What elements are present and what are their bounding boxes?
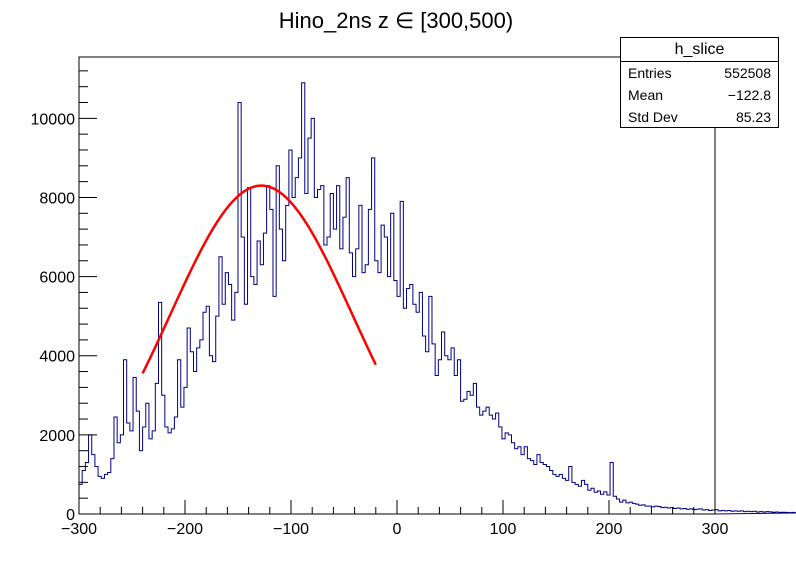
stats-row-mean: Mean −122.8 — [621, 84, 778, 106]
stats-label: Mean — [628, 87, 664, 103]
x-tick-label: 100 — [490, 521, 517, 538]
y-tick-label: 8000 — [39, 190, 75, 207]
stats-row-stddev: Std Dev 85.23 — [621, 106, 778, 128]
y-tick-label: 10000 — [31, 111, 76, 128]
stats-value: −122.8 — [727, 87, 771, 103]
y-tick-label: 2000 — [39, 428, 75, 445]
y-tick-label: 4000 — [39, 349, 75, 366]
x-tick-label: 300 — [702, 521, 729, 538]
stats-value: 552508 — [724, 65, 771, 81]
x-tick-label: −100 — [273, 521, 309, 538]
x-tick-label: −200 — [167, 521, 203, 538]
x-tick-label: 0 — [393, 521, 402, 538]
histogram-series-h_slice — [78, 82, 796, 515]
chart-title: Hino_2ns z ∈ [300,500) — [279, 8, 513, 33]
x-tick-label: 200 — [596, 521, 623, 538]
x-tick-label: −300 — [61, 521, 97, 538]
y-tick-label: 6000 — [39, 270, 75, 287]
stats-label: Std Dev — [628, 109, 678, 125]
stats-box: h_slice Entries 552508 Mean −122.8 Std D… — [620, 37, 779, 128]
stats-title: h_slice — [621, 38, 778, 62]
y-tick-label: 0 — [66, 507, 75, 524]
stats-row-entries: Entries 552508 — [621, 62, 778, 84]
stats-label: Entries — [628, 65, 672, 81]
stats-value: 85.23 — [735, 109, 771, 125]
gaussian-fit-curve — [141, 184, 377, 374]
